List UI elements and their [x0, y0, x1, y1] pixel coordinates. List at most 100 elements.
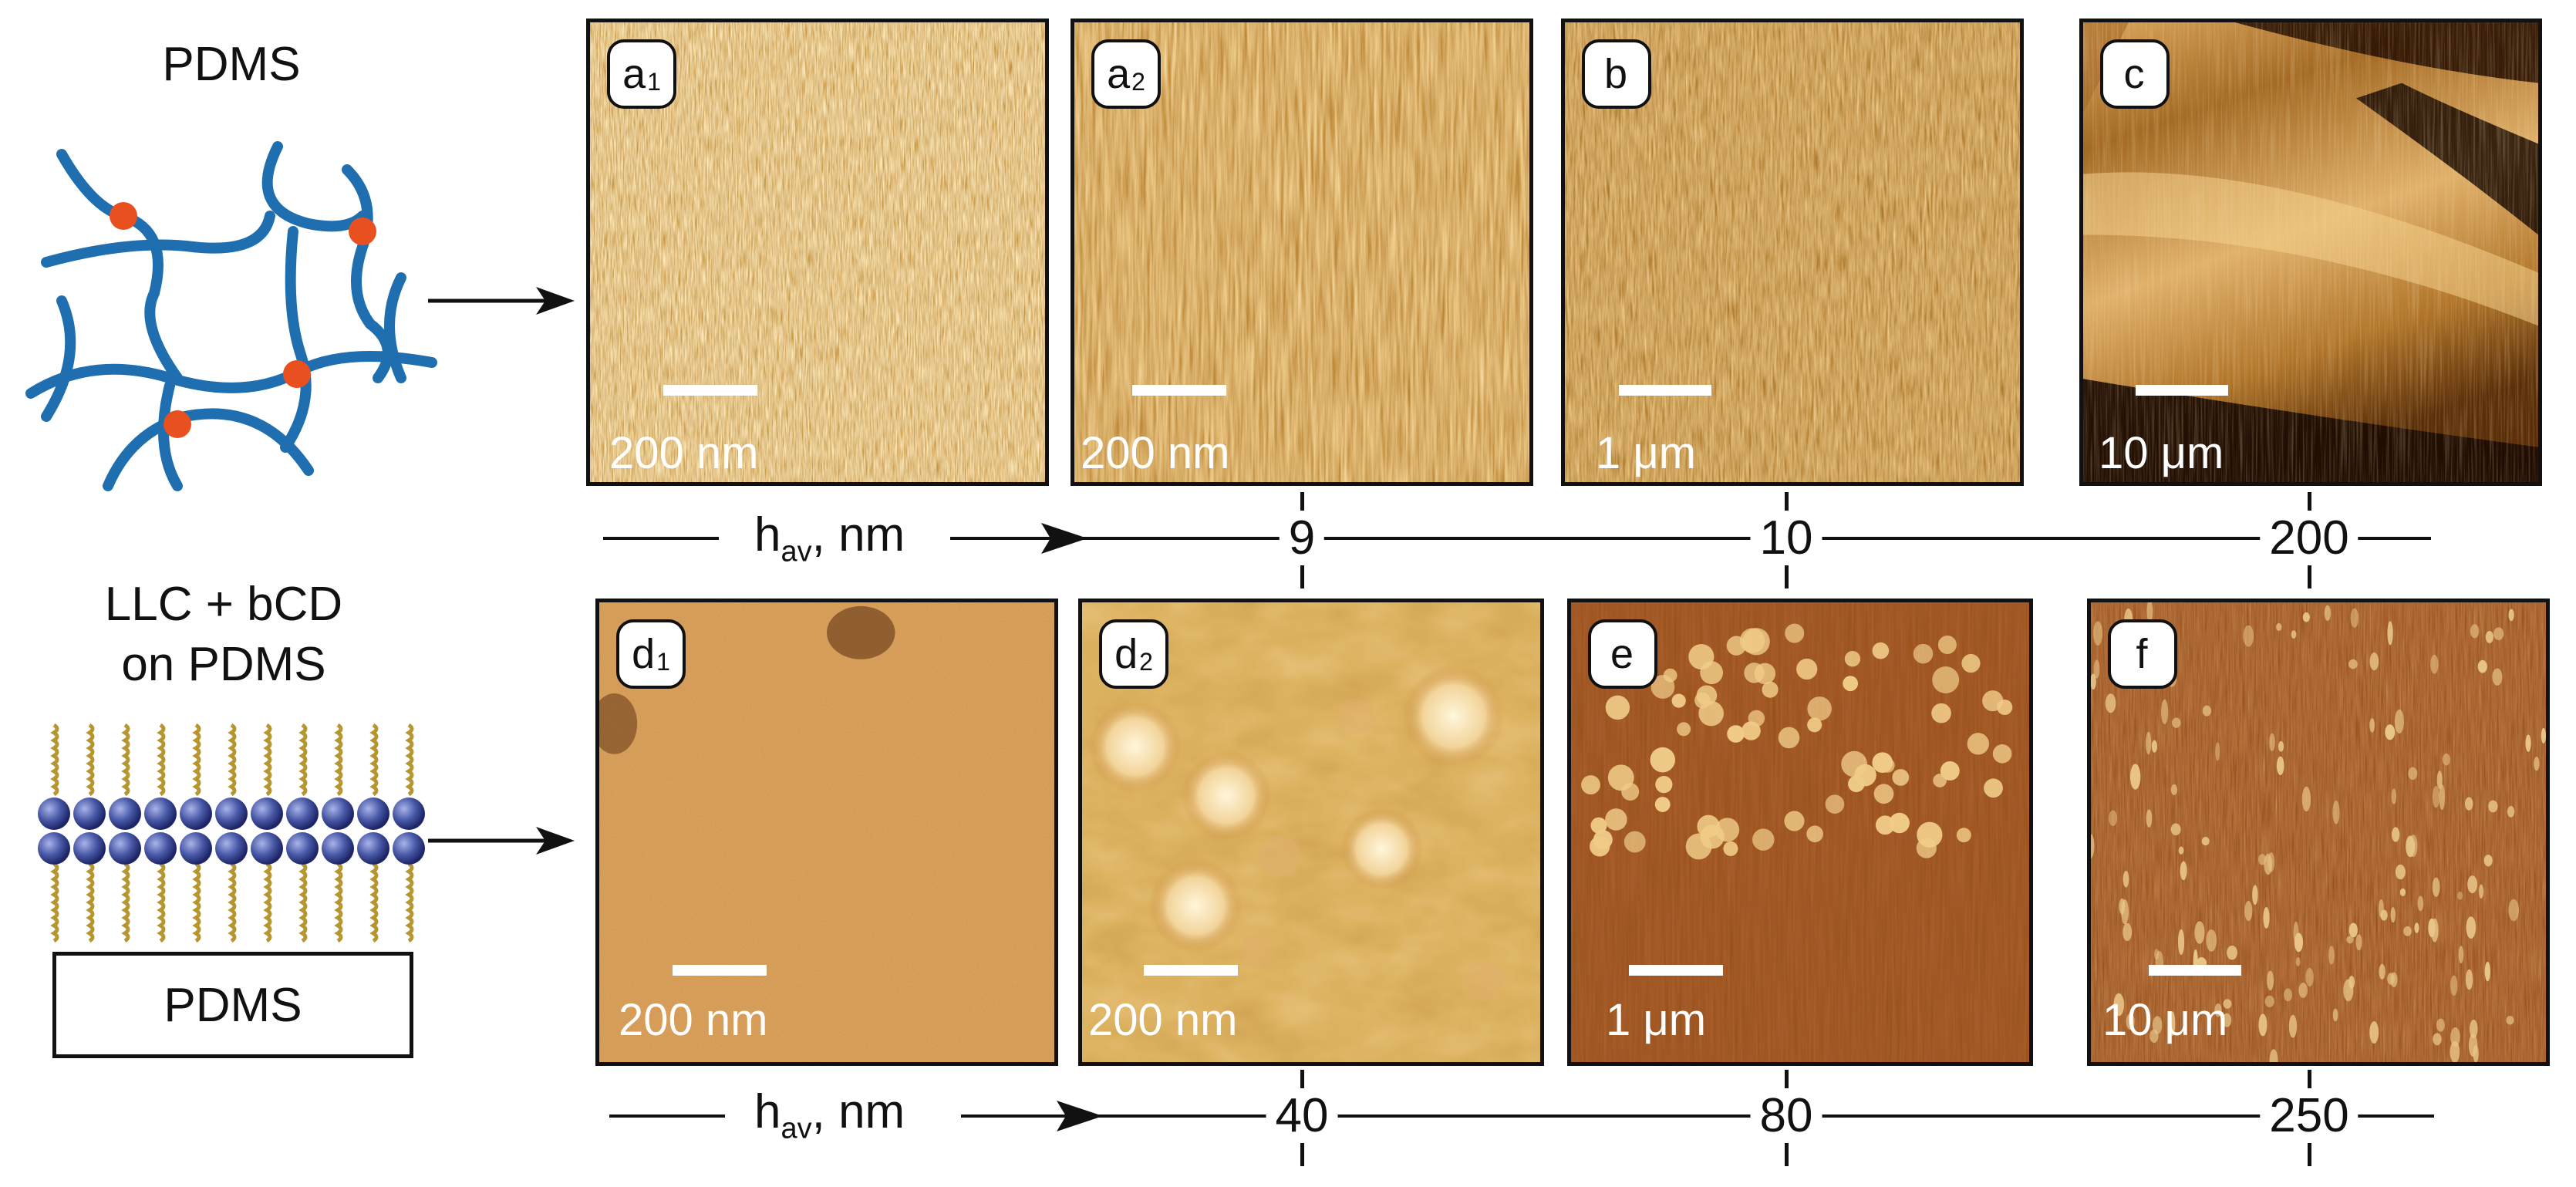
particle: [2468, 1034, 2478, 1057]
lipid-tail: [157, 723, 166, 797]
particle: [2170, 1011, 2176, 1037]
particle: [2477, 659, 2487, 673]
particle: [2403, 926, 2412, 936]
particle: [2350, 608, 2359, 628]
lipid-head-bead: [393, 832, 425, 865]
particle: [2284, 988, 2292, 1002]
particle: [2506, 1016, 2514, 1025]
lipid-head-bead: [38, 832, 70, 865]
particle: [2467, 875, 2478, 894]
lipid-head-bead: [180, 798, 212, 830]
particle: [2355, 934, 2362, 951]
particle: [2387, 621, 2393, 646]
llc-title-line2: on PDMS: [121, 638, 326, 691]
lipid-bilayer-diagram: [38, 723, 425, 943]
particle: [2264, 995, 2274, 1007]
particle: [2450, 975, 2458, 996]
scale-bar: [1629, 965, 1723, 976]
particle: [1807, 717, 1822, 733]
lipid-head-bead: [38, 798, 70, 830]
particle: [2291, 630, 2297, 639]
particle: [1677, 722, 1691, 737]
axis-line: [950, 537, 2431, 540]
particle: [2436, 771, 2443, 790]
particle: [2346, 936, 2354, 944]
particle: [2525, 734, 2531, 752]
particle: [2295, 957, 2301, 966]
lipid-head-bead: [144, 832, 177, 865]
particle: [1872, 642, 1890, 659]
lipid-head-bead: [144, 798, 177, 830]
particle: [2258, 854, 2267, 865]
particle: [2105, 693, 2116, 713]
lipid-tail: [121, 862, 130, 943]
lipid-head-bead: [251, 832, 283, 865]
particle: [2428, 918, 2436, 938]
hav-axis-label: hav, nm: [754, 1085, 905, 1145]
scale-label: 200 nm: [619, 995, 768, 1045]
particle: [1590, 836, 1610, 857]
lipid-tail: [369, 723, 379, 797]
particle: [2206, 929, 2217, 952]
particle: [2483, 855, 2493, 867]
particle: [2170, 784, 2178, 795]
lipid-tail: [369, 862, 379, 943]
particle: [1807, 696, 1832, 721]
particle: [2201, 836, 2210, 846]
particle: [2417, 895, 2424, 912]
lipid-head-bead: [109, 798, 141, 830]
particle: [2395, 864, 2406, 880]
arrow-right-icon: [428, 287, 575, 315]
particle: [1590, 817, 1607, 834]
particle: [2288, 1014, 2298, 1038]
arrow-right-icon: [428, 827, 575, 855]
particle: [1961, 653, 1981, 673]
lipid-head-bead: [393, 798, 425, 830]
lipid-tail: [50, 862, 59, 943]
particle: [2379, 963, 2385, 980]
particle: [2485, 631, 2493, 643]
afm-panel-e: e 1 μm: [1567, 599, 2033, 1066]
particle: [2172, 717, 2181, 728]
particle: [2385, 724, 2396, 740]
particle: [2170, 823, 2181, 836]
particle: [2298, 983, 2308, 998]
particle: [2223, 999, 2232, 1009]
particle: [2269, 733, 2275, 752]
particle: [2276, 622, 2282, 632]
lipid-tail: [86, 862, 95, 943]
particle: [2433, 1033, 2442, 1046]
pdms-network-diagram: [25, 141, 437, 491]
particle: [2332, 1008, 2338, 1022]
particle: [2243, 625, 2254, 647]
lipid-tail: [298, 723, 308, 797]
particle: [1655, 776, 1673, 794]
particle: [2470, 624, 2480, 639]
particle: [2180, 861, 2187, 881]
afm-panel-f: f 10 μm: [2087, 599, 2550, 1066]
particle: [2369, 718, 2375, 733]
scale-label: 10 μm: [2102, 995, 2228, 1045]
lipid-head-bead: [357, 798, 389, 830]
axis-line: [961, 1114, 2434, 1118]
scale-bar: [1132, 385, 1226, 396]
particle: [2214, 1003, 2222, 1017]
particle: [2177, 929, 2185, 956]
panel-tag: c: [2100, 39, 2170, 109]
lipid-tail: [192, 723, 201, 797]
particle: [1696, 685, 1718, 706]
lipid-head-bead: [322, 832, 354, 865]
particle: [1873, 784, 1894, 804]
particle: [1937, 635, 1957, 654]
particle: [2093, 659, 2100, 679]
particle: [1663, 668, 1677, 683]
particle: [1916, 838, 1937, 858]
lipid-tail: [334, 862, 343, 943]
lipid-head-bead: [251, 798, 283, 830]
particle: [1933, 774, 1947, 787]
particle: [2091, 673, 2096, 690]
scale-label: 200 nm: [609, 428, 759, 478]
